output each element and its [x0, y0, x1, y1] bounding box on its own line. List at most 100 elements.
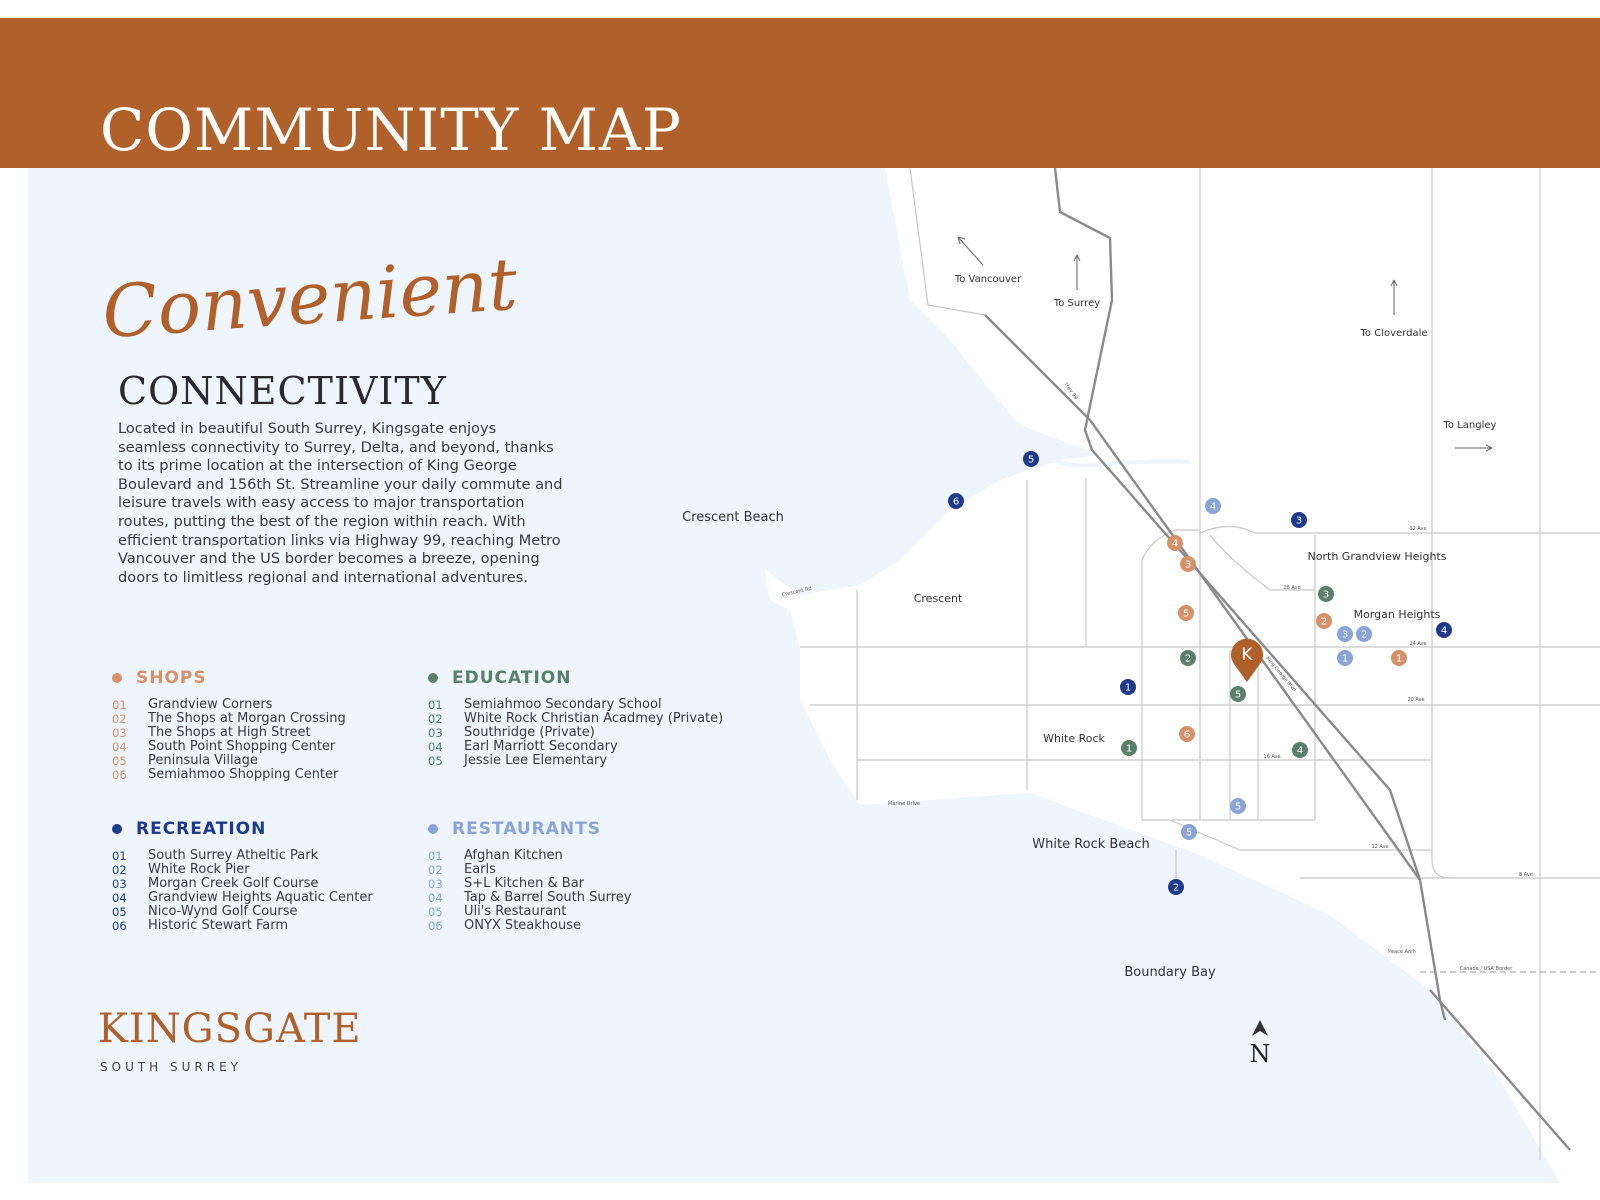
item-name: Uli's Restaurant: [464, 904, 567, 919]
education-marker[interactable]: 1: [1121, 740, 1137, 756]
street-label: 24 Ave: [1409, 641, 1426, 647]
north-arrow-icon: [1252, 1020, 1268, 1036]
intro-text: Located in beautiful South Surrey, Kings…: [118, 420, 563, 586]
recreation-marker[interactable]: 3: [1291, 512, 1307, 528]
page-title: COMMUNITY MAP: [100, 96, 682, 164]
legend-item: 06 ONYX Steakhouse: [428, 918, 738, 934]
shops-marker[interactable]: 1: [1391, 650, 1407, 666]
item-name: Grandview Heights Aquatic Center: [148, 890, 373, 905]
recreation-marker[interactable]: 6: [948, 493, 964, 509]
item-number: 02: [112, 712, 127, 726]
legend-item: 04 Tap & Barrel South Surrey: [428, 891, 738, 906]
restaurants-marker[interactable]: 2: [1356, 626, 1372, 642]
marker-number: 2: [1185, 654, 1191, 665]
recreation-marker[interactable]: 4: [1436, 622, 1452, 638]
marker-number: 1: [1125, 683, 1131, 694]
street-label: Marine Drive: [888, 801, 920, 807]
direction-arrows: [957, 236, 1493, 452]
marker-number: 5: [1235, 690, 1241, 701]
education-marker[interactable]: 5: [1230, 686, 1246, 702]
restaurants-marker[interactable]: 5: [1230, 798, 1246, 814]
legend-item: 05 Nico-Wynd Golf Course: [112, 905, 422, 920]
recreation-marker[interactable]: 1: [1120, 679, 1136, 695]
legend-item: 06 Semiahmoo Shopping Center: [112, 767, 422, 783]
marker-number: 3: [1323, 590, 1329, 601]
marker-number: 4: [1172, 539, 1178, 550]
marker-number: 6: [1184, 730, 1190, 741]
shops-marker[interactable]: 6: [1179, 726, 1195, 742]
education-marker[interactable]: 2: [1180, 650, 1196, 666]
white-rock-label: White Rock: [1043, 732, 1105, 745]
item-number: 06: [428, 919, 443, 933]
legend-item: 05 Uli's Restaurant: [428, 904, 738, 920]
land: [765, 168, 1600, 1183]
brand-subtitle: SOUTH SURREY: [100, 1060, 243, 1074]
item-name: Semiahmoo Shopping Center: [148, 767, 339, 782]
svg-text:To Langley: To Langley: [1443, 420, 1497, 431]
item-name: Afghan Kitchen: [464, 848, 563, 863]
marker-number: 2: [1361, 630, 1367, 641]
item-number: 05: [112, 754, 127, 768]
restaurants-marker[interactable]: 5: [1181, 824, 1197, 840]
category-title: RECREATION: [136, 819, 267, 839]
recreation-marker[interactable]: 5: [1023, 451, 1039, 467]
restaurants-marker[interactable]: 1: [1337, 650, 1353, 666]
item-number: 02: [428, 712, 443, 726]
svg-text:White Rock: White Rock: [1043, 732, 1105, 745]
boundary-bay-label: Boundary Bay: [1124, 965, 1216, 980]
item-name: S+L Kitchen & Bar: [464, 876, 585, 891]
community-map[interactable]: To Vancouver To Surrey To Cloverdale To …: [28, 168, 1600, 1183]
shops-heading: SHOPS: [112, 668, 422, 688]
legend-recreation: RECREATION 01 South Surrey Atheltic Park 02…: [112, 819, 422, 933]
item-number: 01: [428, 849, 443, 863]
marker-number: 3: [1296, 516, 1302, 527]
marker-number: 3: [1342, 630, 1348, 641]
item-number: 02: [112, 863, 127, 877]
street-label: 8 Ave: [1519, 872, 1533, 878]
svg-text:K: K: [1241, 645, 1253, 665]
marker-number: 2: [1173, 883, 1179, 894]
education-marker[interactable]: 4: [1292, 742, 1308, 758]
item-name: Semiahmoo Secondary School: [464, 697, 662, 712]
legend-item: 02 White Rock Christian Acadmey (Private): [428, 712, 768, 727]
legend-shops: SHOPS 01 Grandview Corners 02 The Shops at M…: [112, 668, 422, 782]
svg-text:To Vancouver: To Vancouver: [954, 274, 1022, 285]
item-name: ONYX Steakhouse: [464, 918, 581, 933]
legend-item: 01 South Surrey Atheltic Park: [112, 849, 422, 864]
item-number: 04: [112, 891, 127, 905]
to-surrey-label: To Surrey: [1053, 298, 1100, 309]
item-name: Earl Marriott Secondary: [464, 739, 618, 754]
shops-marker[interactable]: 4: [1167, 535, 1183, 551]
legend-item: 05 Jessie Lee Elementary: [428, 754, 768, 769]
item-name: Morgan Creek Golf Course: [148, 876, 319, 891]
marker-number: 3: [1185, 560, 1191, 571]
item-name: The Shops at Morgan Crossing: [148, 711, 346, 726]
crescent-beach-label: Crescent Beach: [682, 510, 784, 525]
marker-number: 5: [1186, 828, 1192, 839]
header-banner: COMMUNITY MAP: [0, 18, 1600, 168]
item-name: South Point Shopping Center: [148, 739, 336, 754]
shops-marker[interactable]: 3: [1180, 556, 1196, 572]
recreation-marker[interactable]: 2: [1168, 879, 1184, 895]
legend-item: 06 Historic Stewart Farm: [112, 919, 422, 934]
marker-number: 5: [1183, 609, 1189, 620]
north-grandview-heights-label: North Grandview Heights: [1308, 550, 1447, 563]
item-number: 04: [428, 891, 443, 905]
legend-item: 03 Morgan Creek Golf Course: [112, 876, 422, 892]
item-number: 03: [112, 877, 127, 891]
recreation-heading: RECREATION: [112, 819, 422, 839]
marker-number: 6: [953, 497, 959, 508]
legend-item: 01 Semiahmoo Secondary School: [428, 697, 768, 713]
legend-restaurants: RESTAURANTS 01 Afghan Kitchen 02 Earls 03 S+L …: [428, 819, 738, 933]
restaurants-marker[interactable]: 3: [1337, 626, 1353, 642]
restaurants-marker[interactable]: 4: [1205, 498, 1221, 514]
restaurants-dot-icon: [428, 824, 438, 834]
shops-marker[interactable]: 2: [1316, 613, 1332, 629]
river: [1018, 429, 1191, 468]
to-langley-label: To Langley: [1443, 420, 1497, 431]
legend-item: 04 South Point Shopping Center: [112, 739, 422, 755]
kingsgate-pin[interactable]: K: [1231, 638, 1263, 682]
shops-marker[interactable]: 5: [1178, 605, 1194, 621]
white-rock-beach-label: White Rock Beach: [1032, 837, 1149, 852]
education-marker[interactable]: 3: [1318, 586, 1334, 602]
